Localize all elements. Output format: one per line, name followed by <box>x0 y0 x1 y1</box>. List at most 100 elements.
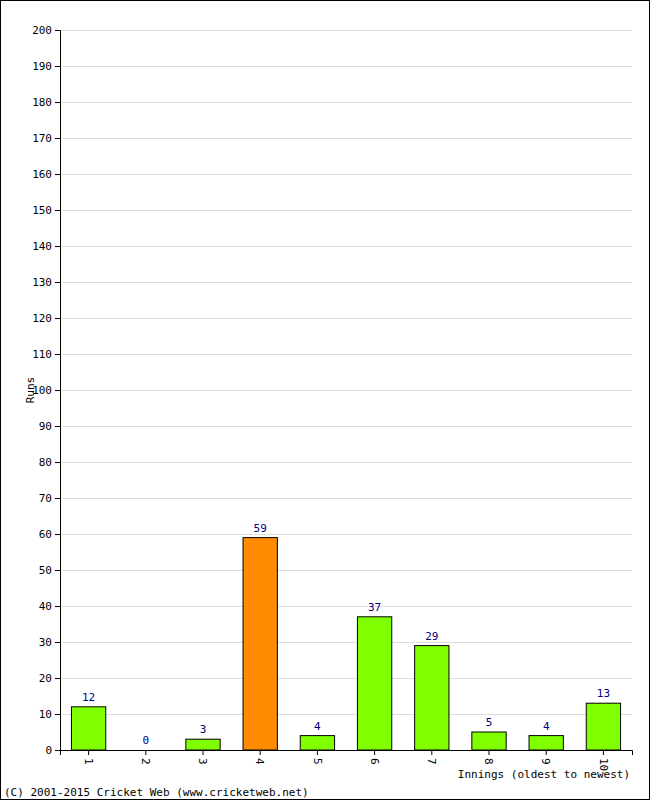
x-tick-mark <box>374 750 375 755</box>
grid-line <box>60 678 632 679</box>
y-tick: 70 <box>39 492 60 505</box>
x-tick-label: 4 <box>253 758 266 765</box>
x-axis-line <box>61 751 633 756</box>
grid-line <box>60 102 632 103</box>
y-tick-label: 170 <box>32 132 52 145</box>
bars <box>71 538 620 750</box>
y-tick-mark <box>55 570 60 571</box>
y-tick-mark <box>55 210 60 211</box>
data-label: 4 <box>543 720 550 733</box>
bar <box>186 739 220 750</box>
data-label: 37 <box>368 601 381 614</box>
grid-line <box>60 462 632 463</box>
data-label: 12 <box>82 691 95 704</box>
data-label: 4 <box>314 720 321 733</box>
x-tick-mark <box>203 750 204 755</box>
data-label: 59 <box>254 522 267 535</box>
y-tick-mark <box>55 606 60 607</box>
x-tick: 9 <box>539 750 552 765</box>
grid-line <box>60 714 632 715</box>
x-tick: 4 <box>253 750 266 765</box>
grid <box>60 31 632 751</box>
y-tick-mark <box>55 30 60 31</box>
y-tick: 20 <box>39 672 60 685</box>
grid-line <box>60 138 632 139</box>
y-tick: 80 <box>39 456 60 469</box>
y-tick-label: 90 <box>39 420 52 433</box>
x-tick-mark <box>88 750 89 755</box>
y-tick-mark <box>55 138 60 139</box>
y-tick-mark <box>55 426 60 427</box>
y-tick-label: 50 <box>39 564 52 577</box>
grid-line <box>60 318 632 319</box>
y-tick: 130 <box>32 276 60 289</box>
x-tick-label: 2 <box>139 758 152 765</box>
y-tick-mark <box>55 642 60 643</box>
y-tick-mark <box>55 714 60 715</box>
y-tick-mark <box>55 390 60 391</box>
y-tick-mark <box>55 462 60 463</box>
bar <box>71 707 105 750</box>
grid-line <box>60 210 632 211</box>
x-tick: 1 <box>82 750 95 765</box>
y-tick: 180 <box>32 96 60 109</box>
y-tick-mark <box>55 498 60 499</box>
bar <box>472 732 506 750</box>
y-tick-mark <box>55 66 60 67</box>
x-tick: 7 <box>425 750 438 765</box>
y-tick: 0 <box>45 744 60 757</box>
bar <box>300 736 334 750</box>
y-tick-label: 110 <box>32 348 52 361</box>
y-tick-label: 160 <box>32 168 52 181</box>
y-tick: 110 <box>32 348 60 361</box>
grid-line <box>60 570 632 571</box>
grid-line <box>60 246 632 247</box>
y-tick-label: 140 <box>32 240 52 253</box>
y-tick-label: 10 <box>39 708 52 721</box>
y-tick-label: 20 <box>39 672 52 685</box>
y-tick: 200 <box>32 24 60 37</box>
x-tick-mark <box>317 750 318 755</box>
x-tick: 6 <box>368 750 381 765</box>
grid-line <box>60 282 632 283</box>
y-tick-label: 0 <box>45 744 52 757</box>
plot: 1203594372954130102030405060708090100110… <box>32 24 632 771</box>
bar <box>129 750 163 751</box>
y-tick: 60 <box>39 528 60 541</box>
x-tick-mark <box>489 750 490 755</box>
x-tick-label: 6 <box>368 758 381 765</box>
y-tick-label: 150 <box>32 204 52 217</box>
x-tick-label: 8 <box>482 758 495 765</box>
y-tick: 40 <box>39 600 60 613</box>
x-tick-mark <box>260 750 261 755</box>
grid-line <box>60 174 632 175</box>
y-tick-label: 70 <box>39 492 52 505</box>
y-tick-mark <box>55 678 60 679</box>
y-tick: 50 <box>39 564 60 577</box>
y-tick-mark <box>55 318 60 319</box>
x-tick-mark <box>603 750 604 755</box>
x-tick-mark <box>431 750 432 755</box>
data-label: 3 <box>200 723 207 736</box>
y-tick-mark <box>55 174 60 175</box>
y-tick-label: 30 <box>39 636 52 649</box>
bar <box>586 703 620 750</box>
y-tick-label: 80 <box>39 456 52 469</box>
grid-line <box>60 498 632 499</box>
x-tick: 3 <box>196 750 209 765</box>
grid-line <box>60 606 632 607</box>
y-tick: 170 <box>32 132 60 145</box>
x-tick: 2 <box>139 750 152 765</box>
y-axis-line <box>55 31 61 751</box>
grid-line <box>60 534 632 535</box>
x-tick-label: 5 <box>311 758 324 765</box>
y-tick-label: 130 <box>32 276 52 289</box>
y-tick-mark <box>55 282 60 283</box>
y-tick-label: 40 <box>39 600 52 613</box>
x-tick-label: 9 <box>539 758 552 765</box>
chart: 1203594372954130102030405060708090100110… <box>0 0 650 800</box>
y-tick-label: 60 <box>39 528 52 541</box>
y-tick: 10 <box>39 708 60 721</box>
x-tick: 8 <box>482 750 495 765</box>
grid-line <box>60 66 632 67</box>
